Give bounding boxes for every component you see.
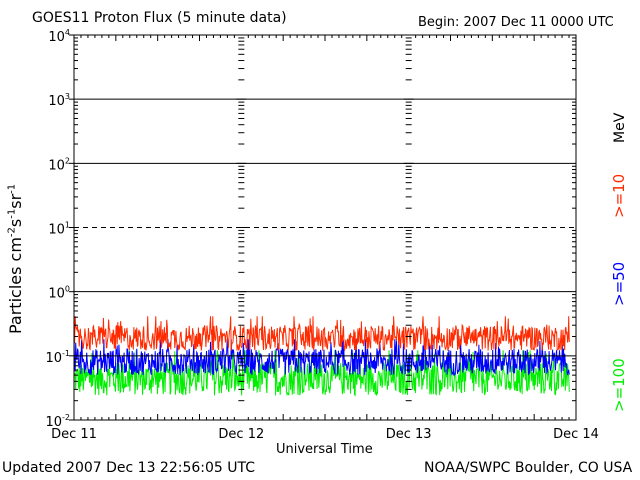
x-tick-label: Dec 13: [386, 427, 432, 442]
begin-time: Begin: 2007 Dec 11 0000 UTC: [418, 15, 614, 30]
x-tick-label: Dec 14: [553, 427, 599, 442]
chart-title: GOES11 Proton Flux (5 minute data): [32, 10, 287, 26]
y-tick-label: 103: [48, 92, 70, 109]
y-tick-base: 10: [48, 158, 65, 173]
y-axis-label-text: Particles cm: [6, 237, 25, 334]
y-tick-label: 102: [48, 156, 70, 173]
y-tick-base: 10: [45, 351, 62, 366]
y-tick-exponent: 0: [65, 285, 70, 294]
y-tick-exponent: -1: [62, 349, 70, 358]
legend-mev: MeV: [612, 112, 628, 143]
y-tick-exponent: 4: [65, 28, 70, 37]
legend-ge10: >=10: [610, 173, 628, 218]
y-tick-label: 101: [48, 221, 70, 238]
series-line-ge10: [73, 316, 570, 352]
y-tick-label: 10-2: [45, 413, 70, 430]
y-tick-label: 100: [48, 285, 70, 302]
y-tick-exponent: 1: [65, 221, 70, 230]
y-tick-base: 10: [48, 94, 65, 109]
series-line-ge50: [73, 339, 570, 377]
y-axis-exp-2: -1: [6, 208, 18, 219]
y-tick-label: 104: [48, 28, 70, 45]
y-tick-exponent: -2: [62, 413, 70, 422]
y-tick-base: 10: [48, 30, 65, 45]
y-axis-exp-3: -1: [6, 183, 18, 194]
y-axis-exp-1: -2: [6, 227, 18, 238]
y-tick-base: 10: [45, 415, 62, 430]
y-tick-label: 10-1: [45, 349, 70, 366]
credit: NOAA/SWPC Boulder, CO USA: [424, 460, 633, 476]
x-tick-label: Dec 11: [51, 427, 97, 442]
y-tick-base: 10: [48, 223, 65, 238]
y-tick-exponent: 2: [65, 156, 70, 165]
x-tick-label: Dec 12: [218, 427, 264, 442]
y-axis-label-s: s: [6, 218, 25, 228]
legend-ge50: >=50: [610, 261, 628, 306]
x-axis-label: Universal Time: [276, 442, 373, 457]
y-axis-label-sr: sr: [6, 193, 25, 209]
updated-time: Updated 2007 Dec 13 22:56:05 UTC: [2, 460, 256, 476]
y-tick-exponent: 3: [65, 92, 70, 101]
y-axis-label: Particles cm-2s-1sr-1: [6, 184, 25, 334]
y-tick-base: 10: [48, 287, 65, 302]
legend-ge100: >=100: [610, 358, 628, 412]
